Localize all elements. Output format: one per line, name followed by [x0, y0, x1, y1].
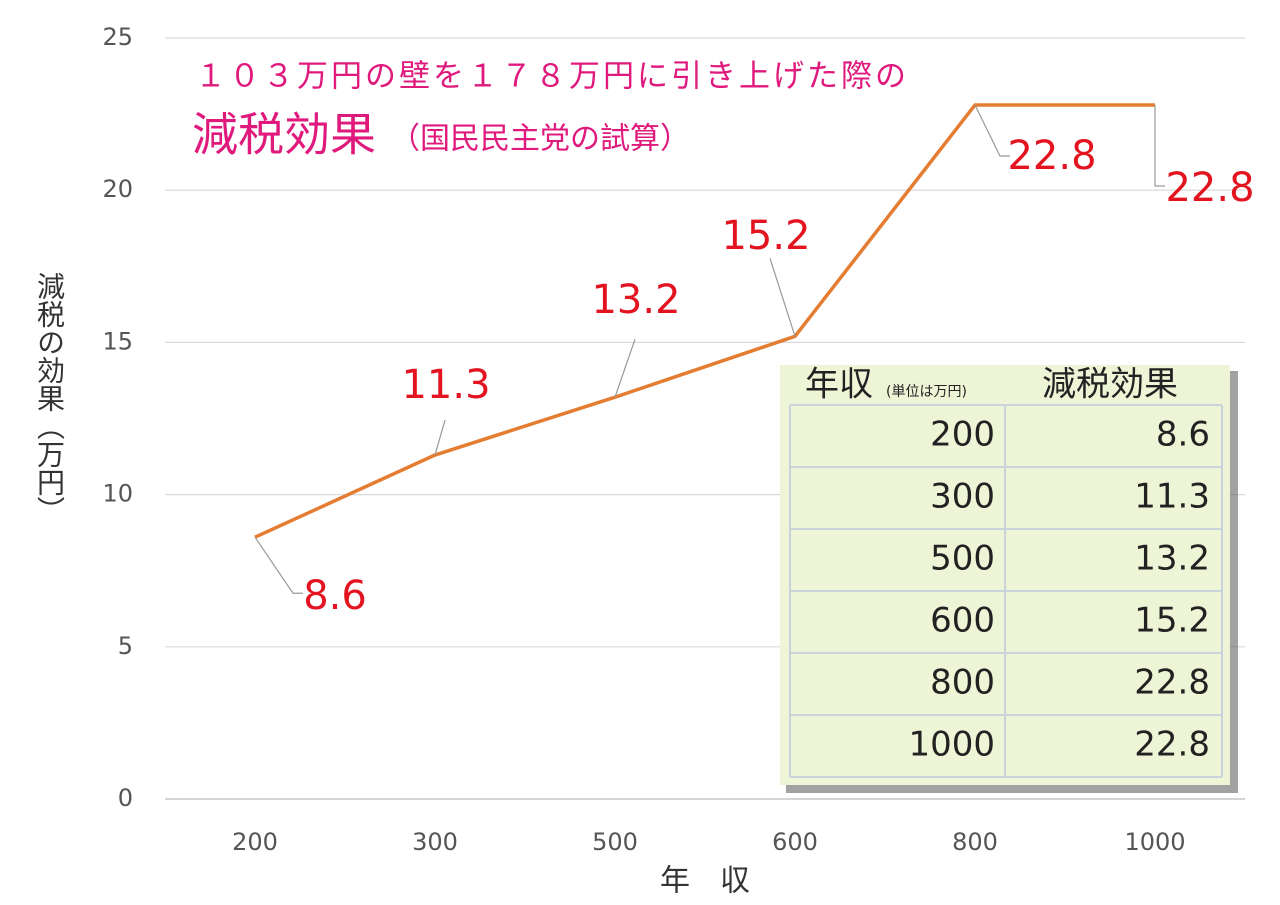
data-label: 22.8	[1165, 165, 1254, 211]
y-tick-label: 0	[118, 784, 133, 812]
x-tick-label: 800	[952, 828, 998, 856]
leader-line	[769, 258, 796, 337]
data-label: 22.8	[1007, 133, 1096, 179]
data-label: 11.3	[401, 362, 490, 408]
chart-subtitle: 減税効果	[192, 108, 376, 162]
table-cell: 15.2	[1134, 601, 1210, 641]
y-tick-label: 5	[118, 632, 133, 660]
table-cell: 1000	[908, 725, 995, 765]
table-cell: 8.6	[1156, 415, 1210, 455]
y-tick-label: 25	[102, 23, 133, 51]
table-cell: 300	[930, 477, 995, 517]
leader-line	[614, 338, 636, 398]
chart-subtitle-note: （国民民主党の試算）	[390, 122, 690, 157]
table-cell: 22.8	[1134, 725, 1210, 765]
table-cell: 600	[930, 601, 995, 641]
leader-line	[254, 536, 303, 594]
y-tick-label: 10	[102, 480, 133, 508]
leader-line	[434, 419, 446, 456]
line-series	[254, 103, 1155, 539]
table-cell: 800	[930, 663, 995, 703]
table-cell: 11.3	[1134, 477, 1210, 517]
data-table: 年収 (単位は万円) 減税効果 200 8.6 300 11.3 500 13.2 600 15.2…	[780, 365, 1238, 793]
data-label: 15.2	[721, 213, 810, 259]
table-cell: 200	[930, 415, 995, 455]
x-tick-label: 300	[412, 828, 458, 856]
table-cell: 22.8	[1134, 663, 1210, 703]
x-tick-label: 200	[232, 828, 278, 856]
table-cell: 13.2	[1134, 539, 1210, 579]
table-header: 減税効果	[1042, 365, 1178, 405]
leader-line	[974, 104, 1010, 157]
y-tick-label: 20	[102, 175, 133, 203]
chart-title: １０３万円の壁を１７８万円に引き上げた際の	[195, 59, 909, 95]
table-cell: 500	[930, 539, 995, 579]
x-axis-label: 年 収	[660, 864, 750, 899]
data-label: 13.2	[591, 277, 680, 323]
y-axis-label: 減税の効果（万円）	[33, 272, 66, 524]
table-header-unit: (単位は万円)	[886, 384, 967, 400]
table-header: 年収	[805, 365, 873, 405]
y-tick-label: 15	[102, 327, 133, 355]
data-label: 8.6	[303, 573, 367, 619]
x-tick-label: 500	[592, 828, 638, 856]
x-tick-label: 1000	[1124, 828, 1185, 856]
x-tick-label: 600	[772, 828, 818, 856]
leader-line	[1154, 104, 1165, 187]
